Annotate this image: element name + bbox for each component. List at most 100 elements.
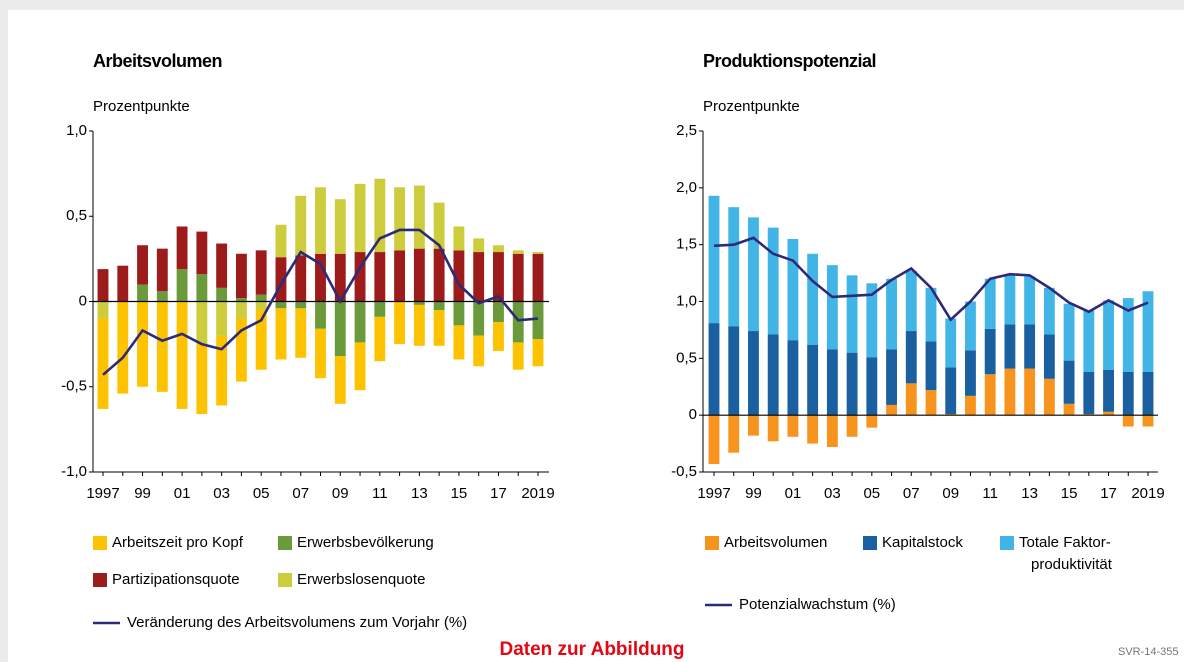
bar-segment	[255, 250, 267, 295]
bar-segment	[137, 301, 148, 387]
bar-segment	[473, 301, 485, 336]
bar-segment	[235, 298, 247, 302]
bar-segment	[295, 255, 307, 302]
bar-segment	[196, 274, 208, 302]
bar-segment	[807, 253, 819, 345]
bar-segment	[1043, 378, 1055, 416]
x-tick-label: 17	[1100, 485, 1117, 502]
x-tick-label: 1997	[86, 485, 119, 502]
legend-swatch	[278, 573, 292, 587]
bar-segment	[748, 415, 759, 436]
bar-segment	[295, 308, 307, 358]
legend-swatch	[863, 536, 877, 550]
bar-segment	[453, 226, 465, 251]
bar-segment	[787, 238, 799, 341]
y-tick-label: 0	[79, 292, 87, 309]
bar-segment	[905, 383, 917, 416]
bar-segment	[1024, 324, 1036, 369]
bar-segment	[925, 390, 937, 416]
bar-segment	[374, 316, 386, 362]
bar-segment	[334, 301, 346, 357]
bar-segment	[1142, 291, 1154, 372]
bar-segment	[748, 331, 759, 416]
bar-segment	[97, 301, 109, 319]
bar-segment	[512, 301, 524, 343]
bar-segment	[787, 415, 799, 437]
x-tick-label: 09	[332, 485, 349, 502]
bar-segment	[176, 226, 188, 270]
bar-segment	[905, 270, 917, 332]
bar-segment	[532, 301, 544, 340]
bar-segment	[532, 339, 544, 367]
x-tick-label: 2019	[1131, 485, 1164, 502]
bar-segment	[925, 341, 937, 391]
bar-segment	[315, 301, 326, 329]
bar-segment	[846, 275, 858, 353]
bar-segment	[255, 310, 267, 370]
bar-segment	[728, 207, 740, 327]
bar-segment	[334, 199, 346, 254]
bar-segment	[394, 187, 406, 251]
y-tick-label: -1,0	[61, 463, 87, 480]
bar-segment	[196, 301, 208, 345]
bar-segment	[176, 301, 188, 409]
bar-segment	[433, 202, 445, 249]
bar-segment	[1122, 298, 1134, 372]
line	[713, 236, 1149, 322]
bar-segment	[374, 178, 386, 253]
bar-segment	[196, 231, 208, 275]
bar-segment	[156, 248, 168, 292]
bar-segment	[216, 287, 228, 302]
bar-segment	[866, 357, 878, 416]
bar-segment	[826, 349, 838, 416]
bar-segment	[196, 344, 208, 415]
bar-segment	[156, 301, 168, 392]
legend-label-line: Totale Faktor-	[1019, 534, 1111, 551]
line	[102, 228, 539, 376]
bar-segment	[354, 301, 366, 343]
bar-segment	[413, 304, 425, 346]
y-tick-label: 1,5	[676, 236, 697, 253]
legend-label: Partizipationsquote	[112, 571, 240, 588]
bar-segment	[532, 252, 544, 254]
bar-segment	[156, 291, 168, 302]
x-tick-label: 15	[451, 485, 468, 502]
bar-segment	[453, 250, 465, 302]
bar-segment	[117, 265, 129, 302]
bar-segment	[826, 415, 838, 447]
bar-segment	[493, 245, 504, 253]
bar-segment	[235, 301, 247, 319]
x-tick-label: 99	[134, 485, 151, 502]
bar-segment	[1063, 303, 1075, 361]
x-tick-label: 11	[372, 485, 388, 502]
bar-segment	[433, 310, 445, 346]
bar-segment	[965, 395, 976, 416]
legend-swatch	[93, 573, 107, 587]
bar-segment	[493, 301, 504, 322]
bar-segment	[866, 415, 878, 428]
bar-segment	[97, 269, 109, 302]
bar-segment	[97, 318, 109, 409]
bar-segment	[493, 321, 504, 351]
bar-segment	[1043, 334, 1055, 379]
data-link[interactable]: Daten zur Abbildung	[499, 639, 684, 660]
bar-segment	[728, 415, 740, 453]
x-tick-label: 03	[824, 485, 841, 502]
bar-segment	[807, 415, 819, 444]
legend-label: Arbeitszeit pro Kopf	[112, 534, 244, 551]
bar-segment	[433, 248, 445, 302]
bar-segment	[137, 245, 148, 285]
legend-label: Kapitalstock	[882, 534, 963, 551]
legend-swatch	[93, 536, 107, 550]
legend-label: Erwerbslosenquote	[297, 571, 425, 588]
bar-segment	[512, 342, 524, 370]
bar-segment	[905, 331, 917, 384]
x-tick-label: 13	[411, 485, 428, 502]
bar-segment	[984, 278, 996, 329]
y-tick-label: 2,0	[676, 179, 697, 196]
x-tick-label: 1997	[697, 485, 730, 502]
bar-segment	[433, 301, 445, 311]
bar-segment	[1043, 287, 1055, 335]
bar-segment	[137, 284, 148, 302]
bar-segment	[886, 349, 897, 405]
